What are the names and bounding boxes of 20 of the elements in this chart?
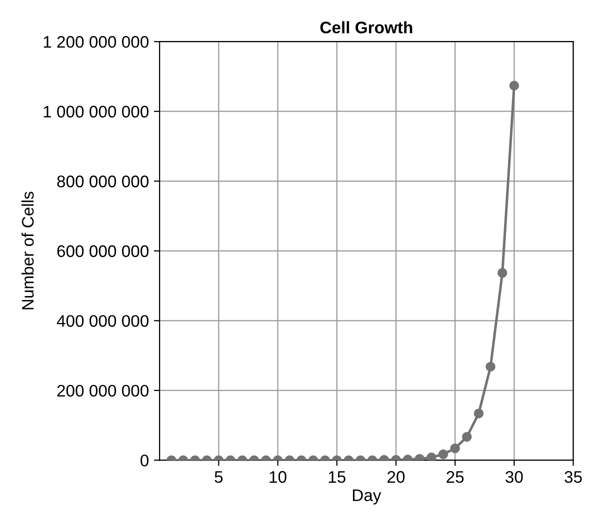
x-tick-label: 25 — [446, 471, 464, 483]
chart-title: Cell Growth — [320, 21, 412, 34]
y-tick-label: 400 000 000 — [56, 315, 149, 327]
y-tick-label: 600 000 000 — [57, 245, 149, 258]
x-tick-label: 35 — [564, 471, 582, 483]
y-tick-label: 1 000 000 000 — [44, 106, 149, 118]
x-axis-title: Day — [352, 490, 382, 504]
point — [509, 80, 520, 90]
y-tick-label: 800 000 000 — [57, 176, 149, 188]
y-tick-label: 200 000 000 — [57, 384, 149, 397]
x-tick-label: 20 — [388, 471, 405, 483]
y-tick-label: 1 200 000 000 — [44, 36, 149, 48]
point — [426, 452, 436, 460]
point — [497, 268, 508, 278]
y-axis-title: Number of Cells — [21, 192, 34, 310]
y-tick-label: 0 — [140, 454, 148, 466]
x-tick-label: 10 — [270, 471, 286, 483]
x-tick-label: 5 — [214, 471, 223, 483]
x-tick-label: 15 — [328, 471, 346, 483]
x-tick-label: 30 — [506, 471, 523, 483]
